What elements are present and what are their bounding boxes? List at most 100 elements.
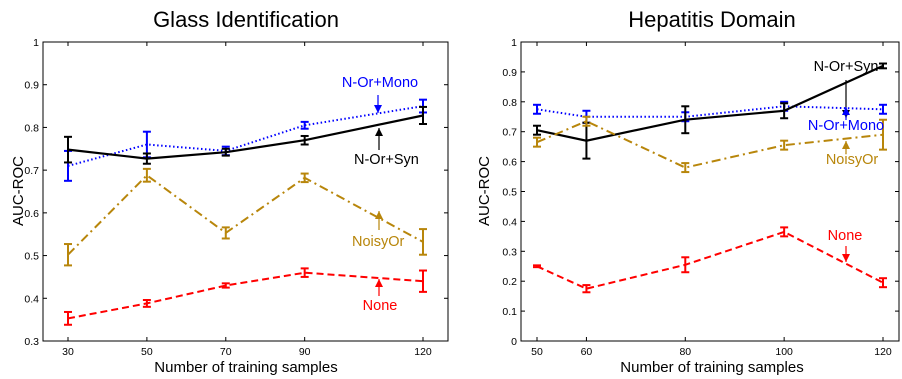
- x-tick-label: 30: [62, 346, 74, 358]
- error-bar: [221, 226, 230, 240]
- error-bar: [64, 310, 72, 326]
- error-bar: [142, 167, 151, 183]
- error-bar: [533, 103, 541, 115]
- y-tick-label: 0.9: [502, 67, 517, 79]
- error-bar: [419, 269, 427, 293]
- annotation-label: N-Or+Syn: [814, 59, 879, 75]
- error-bar: [419, 228, 427, 256]
- y-tick-label: 0.5: [502, 187, 517, 199]
- arrow-head-icon: [374, 105, 382, 113]
- y-tick-label: 0.3: [502, 246, 517, 258]
- arrow-head-icon: [375, 128, 383, 136]
- chart-glass-identification: Glass Identification 30 50 70 90 120 0.3 0.4 0.…: [10, 7, 449, 376]
- x-axis-label: Number of training samples: [154, 359, 337, 376]
- y-tick-label: 0.8: [24, 122, 39, 134]
- y-tick-label: 0.9: [24, 80, 39, 92]
- error-bar: [582, 284, 591, 294]
- error-bar: [419, 105, 427, 126]
- series-line: [67, 271, 424, 320]
- annotation-n-or-mono: N-Or+Mono: [808, 107, 884, 134]
- error-bar: [142, 152, 151, 165]
- error-bar: [879, 62, 887, 70]
- annotation-n-or-mono: N-Or+Mono: [342, 75, 418, 113]
- annotation-noisyor: NoisyOr: [826, 141, 879, 168]
- error-bar: [879, 103, 887, 115]
- error-bar: [300, 172, 309, 184]
- chart-title: Glass Identification: [153, 7, 339, 32]
- annotation-label: N-Or+Mono: [808, 118, 884, 134]
- series-noisyor: [64, 167, 427, 267]
- y-tick-label: 0.7: [502, 127, 517, 139]
- y-tick-label: 0.7: [24, 165, 39, 177]
- annotation-n-or-syn: N-Or+Syn: [354, 128, 419, 168]
- error-bar: [879, 118, 887, 151]
- y-tick-label: 0.4: [24, 293, 39, 305]
- y-tick-label: 0.3: [24, 336, 39, 348]
- error-bar: [681, 105, 690, 135]
- x-axis-label: Number of training samples: [620, 359, 803, 376]
- error-bar: [300, 120, 309, 130]
- error-bar: [533, 124, 541, 136]
- y-tick-label: 1: [511, 37, 517, 49]
- error-bar: [300, 267, 309, 278]
- error-bar: [780, 102, 789, 120]
- y-tick-label: 0.4: [502, 216, 517, 228]
- chart-hepatitis-domain: Hepatitis Domain 50 60 80 100 120 0 0.1 0.2 0.3 0…: [476, 7, 900, 376]
- plot-area: [42, 41, 449, 342]
- arrow-head-icon: [375, 211, 383, 219]
- series-none: [64, 267, 427, 326]
- annotation-label: N-Or+Syn: [354, 152, 419, 168]
- y-tick-label: 1: [33, 37, 39, 49]
- y-tick-label: 0.2: [502, 276, 517, 288]
- annotation-label: NoisyOr: [826, 152, 879, 168]
- error-bar: [879, 277, 887, 289]
- error-bar: [681, 162, 690, 174]
- error-bar: [221, 147, 230, 157]
- annotation-label: None: [363, 298, 398, 314]
- error-bar: [533, 136, 541, 148]
- arrow-head-icon: [842, 107, 850, 115]
- error-bar: [221, 282, 230, 289]
- series-n-or-syn: [533, 62, 887, 160]
- y-axis-label: AUC-ROC: [476, 156, 493, 226]
- error-bar: [142, 298, 151, 308]
- y-tick-label: 0.6: [502, 157, 517, 169]
- y-tick-label: 0.8: [502, 97, 517, 109]
- annotation-none: None: [828, 228, 863, 262]
- error-bar: [64, 135, 72, 164]
- arrow-head-icon: [375, 279, 383, 287]
- annotation-none: None: [363, 279, 398, 314]
- error-bar: [681, 256, 690, 274]
- annotation-label: N-Or+Mono: [342, 75, 418, 91]
- x-tick-label: 70: [220, 346, 232, 358]
- series-n-or-syn: [64, 105, 427, 165]
- y-axis-label: AUC-ROC: [10, 156, 27, 226]
- arrow-head-icon: [842, 141, 850, 149]
- error-bar: [533, 264, 541, 269]
- x-tick-label: 90: [299, 346, 311, 358]
- error-bar: [780, 226, 789, 238]
- x-tick-label: 50: [531, 346, 543, 358]
- error-bar: [64, 243, 72, 267]
- series-none: [533, 226, 887, 294]
- x-tick-label: 120: [414, 346, 432, 358]
- chart-title: Hepatitis Domain: [628, 7, 796, 32]
- error-bar: [300, 134, 309, 146]
- x-tick-label: 50: [141, 346, 153, 358]
- x-tick-label: 60: [581, 346, 593, 358]
- x-tick-label: 80: [679, 346, 691, 358]
- annotation-noisyor: NoisyOr: [352, 211, 405, 250]
- y-tick-label: 0.5: [24, 251, 39, 263]
- y-tick-label: 0: [511, 336, 517, 348]
- y-tick-label: 0.6: [24, 208, 39, 220]
- annotation-label: NoisyOr: [352, 234, 405, 250]
- series-noisyor: [533, 115, 887, 174]
- error-bar: [582, 115, 591, 127]
- annotation-label: None: [828, 228, 863, 244]
- x-tick-label: 120: [874, 346, 892, 358]
- plot-area: [520, 41, 900, 342]
- arrow-head-icon: [842, 254, 850, 262]
- error-bar: [780, 139, 789, 151]
